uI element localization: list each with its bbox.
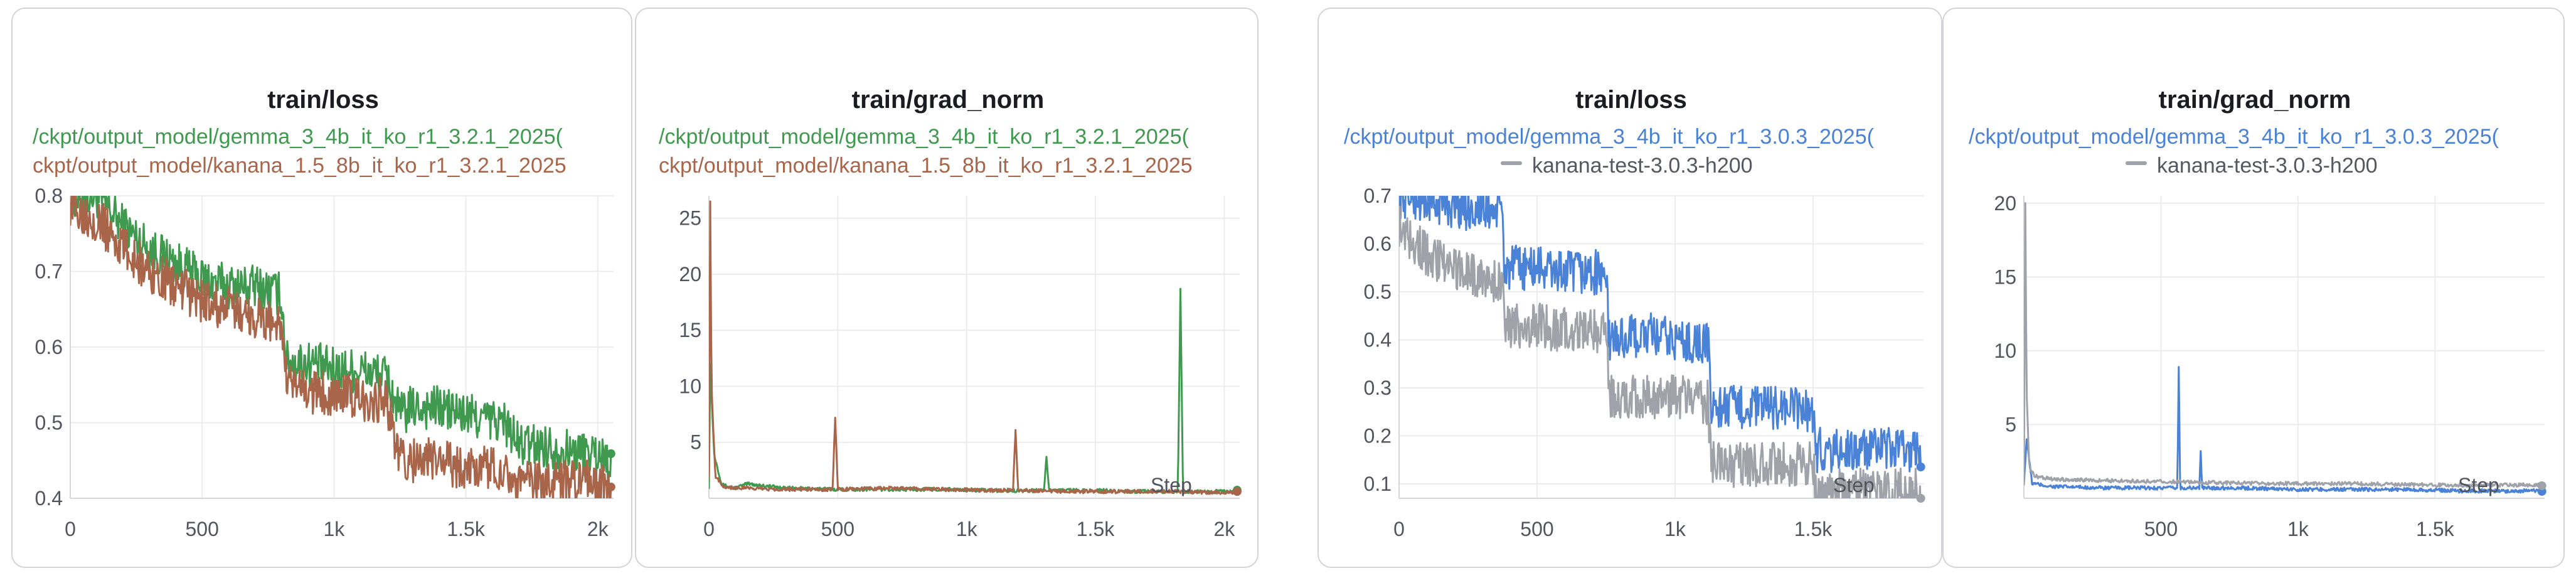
legend-swatch: [1501, 161, 1522, 165]
x-tick-label: 1.5k: [1794, 518, 1833, 540]
x-tick-label: 500: [1520, 518, 1553, 540]
legend-entry[interactable]: ckpt/output_model/kanana_1.5_8b_it_ko_r1…: [659, 154, 1193, 178]
legend-entry[interactable]: /ckpt/output_model/gemma_3_4b_it_ko_r1_3…: [659, 125, 1190, 149]
y-tick-label: 0.7: [35, 260, 63, 283]
chart-svg-3: train/loss /ckpt/output_model/gemma_3_4b…: [1344, 86, 1925, 540]
series-line[interactable]: [709, 287, 1238, 495]
plot-area: 5 10 15 20 25 0 500 1k 1.5k 2k: [679, 196, 1242, 540]
chart-panel-4[interactable]: train/grad_norm /ckpt/output_model/gemma…: [1942, 8, 2565, 568]
x-tick-label: 1.5k: [447, 518, 485, 540]
y-tick-label: 0.6: [1364, 233, 1392, 255]
chart-panel-3[interactable]: train/loss /ckpt/output_model/gemma_3_4b…: [1317, 8, 1942, 568]
series-line[interactable]: [1399, 176, 1922, 474]
y-tick-label: 0.4: [35, 487, 63, 510]
x-tick-label: 1k: [2287, 518, 2309, 540]
y-tick-label: 10: [1994, 340, 2016, 362]
y-tick-label: 0.7: [1364, 185, 1392, 207]
plot-area: 5 10 15 20 500 1k 1.5k: [1994, 192, 2547, 540]
y-tick-label: 0.5: [35, 412, 63, 434]
x-tick-label: 0: [1393, 518, 1405, 540]
legend-swatch: [2126, 161, 2147, 165]
series-endpoint: [1916, 494, 1925, 503]
legend-entry[interactable]: ckpt/output_model/kanana_1.5_8b_it_ko_r1…: [33, 154, 567, 178]
legend-entry[interactable]: /ckpt/output_model/gemma_3_4b_it_ko_r1_3…: [33, 125, 563, 149]
series-line[interactable]: [2024, 202, 2543, 488]
x-tick-label: 0: [703, 518, 715, 540]
x-tick-label: 2k: [1213, 518, 1235, 540]
series-line[interactable]: [1399, 205, 1922, 513]
y-tick-label: 0.3: [1364, 377, 1392, 399]
y-tick-label: 15: [1994, 265, 2016, 288]
y-tick-label: 25: [679, 207, 701, 230]
legend-entry[interactable]: /ckpt/output_model/gemma_3_4b_it_ko_r1_3…: [1344, 125, 1875, 149]
chart-svg-4: train/grad_norm /ckpt/output_model/gemma…: [1969, 86, 2547, 540]
x-tick-label: 500: [821, 518, 854, 540]
y-tick-label: 0.1: [1364, 473, 1392, 495]
y-tick-label: 0.2: [1364, 425, 1392, 447]
y-tick-label: 0.8: [35, 185, 63, 207]
series-line[interactable]: [709, 200, 1238, 495]
series-endpoint: [1232, 487, 1242, 496]
y-tick-label: 15: [679, 319, 701, 341]
x-tick-label: 1k: [1664, 518, 1686, 540]
x-tick-label: 1k: [323, 518, 345, 540]
x-tick-label: 1.5k: [2416, 518, 2454, 540]
chart-svg-1: train/loss /ckpt/output_model/gemma_3_4b…: [33, 86, 615, 540]
x-tick-label: 2k: [587, 518, 609, 540]
series-line[interactable]: [2024, 366, 2543, 494]
chart-title: train/grad_norm: [2159, 86, 2351, 114]
series-endpoint: [2537, 481, 2547, 490]
series-line[interactable]: [70, 174, 612, 482]
x-axis-label: Step: [2458, 474, 2499, 496]
x-tick-label: 500: [185, 518, 218, 540]
series-endpoint: [1916, 462, 1925, 471]
y-tick-label: 10: [679, 375, 701, 397]
y-tick-label: 20: [1994, 192, 2016, 215]
x-tick-label: 1.5k: [1077, 518, 1115, 540]
y-tick-label: 20: [679, 263, 701, 286]
x-tick-label: 0: [65, 518, 76, 540]
x-tick-label: 1k: [956, 518, 978, 540]
chart-svg-2: train/grad_norm /ckpt/output_model/gemma…: [659, 86, 1242, 540]
chart-title: train/loss: [1575, 86, 1687, 114]
legend-entry[interactable]: kanana-test-3.0.3-h200: [1532, 154, 1753, 178]
series-line[interactable]: [70, 184, 612, 506]
y-tick-label: 5: [690, 431, 701, 454]
chart-title: train/loss: [267, 86, 379, 114]
legend-entry[interactable]: /ckpt/output_model/gemma_3_4b_it_ko_r1_3…: [1969, 125, 2499, 149]
x-axis-label: Step: [1833, 474, 1875, 496]
y-tick-label: 0.6: [35, 336, 63, 358]
x-axis-label: Step: [1151, 474, 1192, 496]
series-endpoint: [606, 482, 615, 491]
legend-entry[interactable]: kanana-test-3.0.3-h200: [2157, 154, 2378, 178]
chart-panel-1[interactable]: train/loss /ckpt/output_model/gemma_3_4b…: [11, 8, 632, 568]
series-endpoint: [606, 449, 615, 458]
plot-area: 0.4 0.5 0.6 0.7 0.8 0 500 1k 1.5k 2k: [35, 174, 615, 540]
y-tick-label: 5: [2005, 413, 2016, 436]
x-tick-label: 500: [2144, 518, 2178, 540]
y-tick-label: 0.5: [1364, 281, 1392, 303]
plot-area: 0.1 0.2 0.3 0.4 0.5 0.6 0.7 0 500 1k 1.5k: [1364, 176, 1925, 540]
chart-title: train/grad_norm: [852, 86, 1045, 114]
chart-panel-2[interactable]: train/grad_norm /ckpt/output_model/gemma…: [635, 8, 1259, 568]
y-tick-label: 0.4: [1364, 329, 1392, 351]
